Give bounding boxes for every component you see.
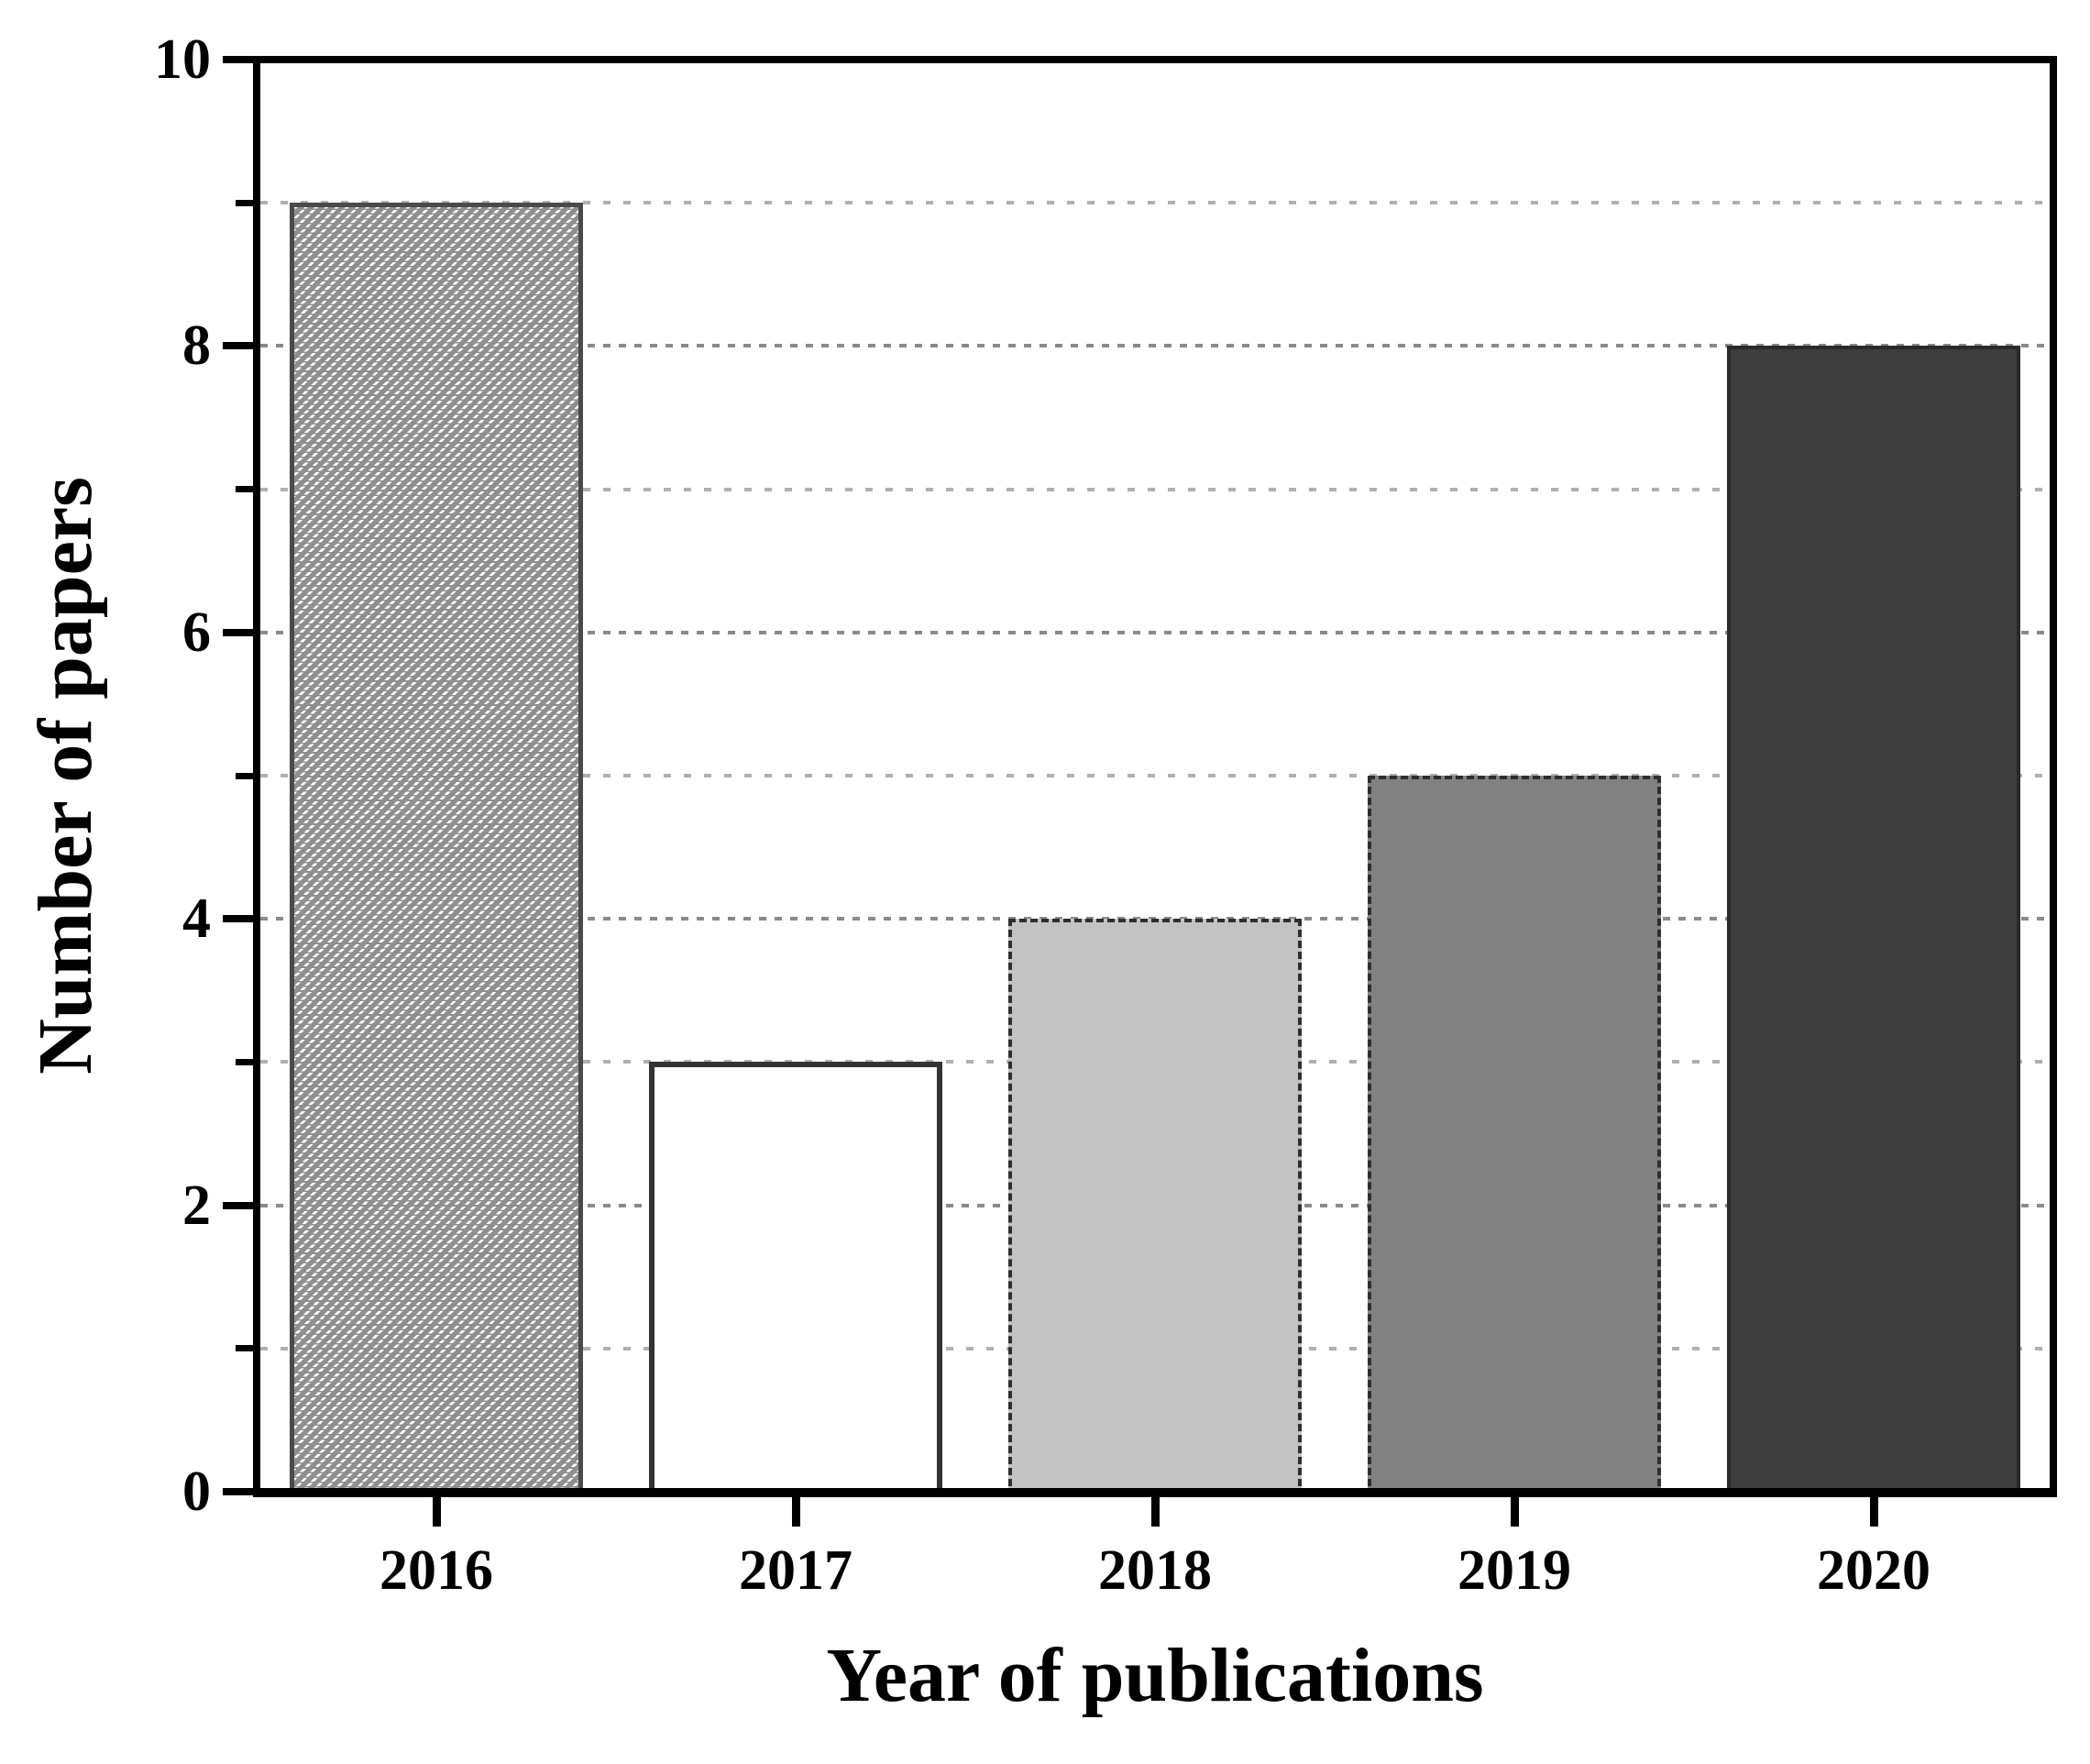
- x-tick-label-2019: 2019: [1458, 1539, 1571, 1602]
- x-axis-title: Year of publications: [826, 1633, 1484, 1718]
- y-axis-title: Number of papers: [23, 477, 108, 1075]
- y-tick-4: [223, 915, 253, 923]
- bar-2019: [1368, 776, 1661, 1497]
- y-tick-label-4: 4: [182, 888, 211, 951]
- y-minor-tick-1: [236, 1345, 253, 1352]
- x-tick-2019: [1510, 1497, 1519, 1527]
- y-minor-tick-3: [236, 1058, 253, 1065]
- x-tick-label-2020: 2020: [1817, 1539, 1930, 1602]
- y-tick-0: [223, 1488, 253, 1495]
- y-tick-label-6: 6: [182, 601, 211, 664]
- x-tick-2016: [432, 1497, 441, 1527]
- bar-2020: [1727, 346, 2020, 1497]
- x-tick-2017: [791, 1497, 800, 1527]
- y-minor-tick-7: [236, 486, 253, 493]
- y-tick-2: [223, 1201, 253, 1209]
- gridline-6: [260, 630, 2050, 634]
- x-tick-2020: [1869, 1497, 1878, 1527]
- y-tick-label-8: 8: [182, 314, 211, 378]
- y-tick-10: [223, 56, 253, 63]
- gridline-5: [260, 774, 2050, 777]
- x-tick-label-2016: 2016: [380, 1539, 493, 1602]
- y-tick-label-0: 0: [182, 1461, 211, 1523]
- gridline-9: [260, 201, 2050, 205]
- y-minor-tick-5: [236, 772, 253, 779]
- y-tick-label-2: 2: [182, 1174, 211, 1237]
- y-minor-tick-9: [236, 199, 253, 206]
- x-tick-2018: [1150, 1497, 1160, 1527]
- bar-2017: [649, 1062, 942, 1497]
- gridline-8: [260, 344, 2050, 348]
- gridline-7: [260, 487, 2050, 491]
- bar-2018: [1008, 919, 1302, 1497]
- y-tick-label-10: 10: [154, 28, 211, 91]
- bar-2016: [290, 203, 583, 1497]
- x-tick-label-2017: 2017: [739, 1539, 852, 1602]
- x-tick-label-2018: 2018: [1098, 1539, 1212, 1602]
- y-tick-8: [223, 342, 253, 350]
- y-tick-6: [223, 628, 253, 636]
